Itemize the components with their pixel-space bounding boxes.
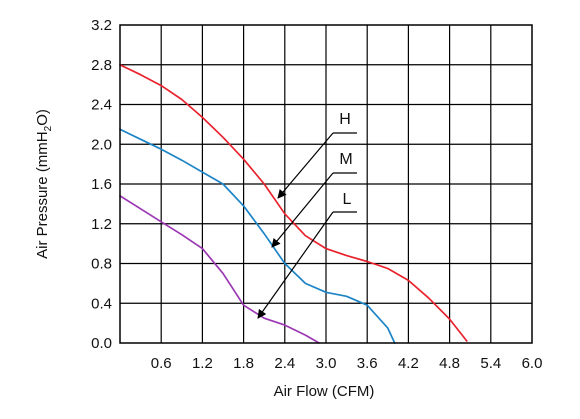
y-tick-label: 1.6: [91, 176, 112, 193]
y-tick-label: 2.4: [91, 97, 112, 114]
y-tick-label: 0.4: [91, 295, 112, 312]
series-label-l: L: [343, 191, 352, 208]
y-tick-label: 0.0: [91, 335, 112, 352]
series-line-l: [119, 195, 320, 344]
x-tick-label: 5.4: [480, 355, 501, 372]
y-tick-label: 2.8: [91, 57, 112, 74]
plot-frame: [119, 24, 533, 344]
x-tick-label: 6.0: [522, 355, 543, 372]
x-tick-label: 4.2: [398, 355, 419, 372]
series-line-m: [119, 128, 396, 344]
x-tick-label: 2.4: [274, 355, 295, 372]
y-tick-labels: 3.2 2.8 2.4 2.0 1.6 1.2 0.8 0.4 0.0: [91, 17, 112, 352]
y-axis-title: Air Pressure (mmH2O): [34, 109, 54, 259]
x-tick-label: 1.8: [233, 355, 254, 372]
x-axis-title: Air Flow (CFM): [274, 383, 375, 400]
series-line-h: [119, 63, 468, 342]
x-tick-label: 3.0: [316, 355, 337, 372]
series-annotations: H M L: [257, 111, 357, 319]
grid: [120, 25, 532, 343]
y-tick-label: 3.2: [91, 17, 112, 34]
leader-arrow: [277, 132, 334, 199]
x-tick-label: 4.8: [439, 355, 460, 372]
x-tick-label: 0.6: [151, 355, 172, 372]
series-label-h: H: [339, 111, 351, 128]
series-lines: [119, 63, 468, 344]
series-label-m: M: [339, 151, 352, 168]
y-tick-label: 1.2: [91, 216, 112, 233]
leader-arrow: [271, 172, 334, 248]
x-tick-labels: 0.6 1.2 1.8 2.4 3.0 3.6 4.2 4.8 5.4 6.0: [151, 355, 543, 372]
x-tick-label: 1.2: [192, 355, 213, 372]
y-tick-label: 0.8: [91, 256, 112, 273]
x-tick-label: 3.6: [357, 355, 378, 372]
leader-arrow: [257, 211, 334, 319]
y-tick-label: 2.0: [91, 136, 112, 153]
